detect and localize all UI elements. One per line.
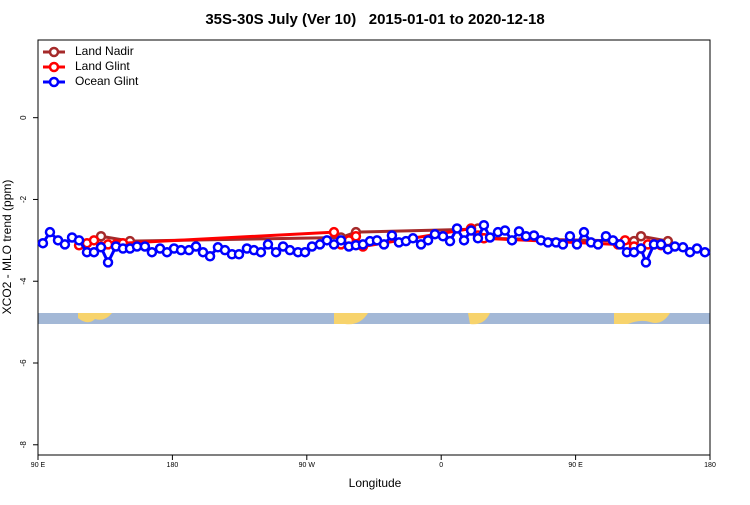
x-tick-label: 180 [167,462,179,469]
data-point [270,246,282,258]
data-point [578,226,590,238]
y-tick-label: 0 [19,115,28,120]
data-point [691,243,703,254]
data-point [233,248,245,260]
x-tick-label: 180 [704,462,716,469]
data-point [451,223,463,234]
data-point [422,235,434,246]
data-point [669,241,681,252]
data-point [458,235,470,246]
data-point [484,232,496,243]
data-point [506,235,518,246]
data-point [88,246,100,258]
map-strip [38,313,710,325]
data-point [102,257,114,268]
legend-marker [48,76,60,88]
data-point [465,225,477,236]
data-point [444,235,456,247]
x-tick-label: 0 [439,462,443,469]
data-point [386,230,398,241]
data-point [528,230,540,241]
data-point [429,228,441,240]
y-tick-label: -8 [19,441,28,449]
data-point [146,246,158,258]
data-point [655,239,667,250]
data-point [407,233,419,244]
data-point [542,237,554,248]
data-point [284,244,296,256]
data-point [640,257,652,268]
data-point [350,231,362,242]
data-point [478,219,490,231]
data-point [299,246,311,258]
y-tick-label: -2 [19,195,28,203]
data-point [335,235,347,246]
series [37,219,711,268]
data-point [88,235,100,246]
legend-label: Land Nadir [75,44,134,58]
x-tick-label: 90 E [568,462,583,469]
data-point [614,239,626,250]
plot-frame [37,39,711,456]
data-point [564,231,576,242]
data-point [592,239,604,250]
data-point [190,241,202,252]
data-point [437,231,449,242]
data-point [95,242,107,253]
x-tick-label: 90 E [31,462,46,469]
legend-label: Land Glint [75,59,130,73]
data-point [255,246,267,258]
data-point [635,231,647,242]
data-point [699,246,711,258]
data-point [513,226,525,237]
data-point [677,242,689,253]
data-point [378,239,390,250]
data-point [73,235,85,246]
y-tick-label: -4 [19,277,28,285]
chart-title: 35S-30S July (Ver 10) 2015-01-01 to 2020… [205,11,544,28]
y-axis-label: XCO2 - MLO trend (ppm) [0,180,14,315]
legend-label: Ocean Glint [75,74,139,88]
data-point [571,239,583,250]
data-point [499,225,511,236]
data-point [139,241,151,252]
data-point [635,243,647,254]
data-point [37,237,49,249]
data-point [44,226,56,238]
legend-marker [48,46,60,58]
y-tick-label: -6 [19,359,28,367]
data-point [472,233,484,244]
data-point [262,239,274,250]
data-point [328,226,340,238]
data-point [204,251,216,262]
x-axis-label: Longitude [349,476,402,490]
legend-marker [48,61,60,73]
x-tick-label: 90 W [299,462,316,469]
data-point [59,239,71,250]
data-point [557,239,569,250]
